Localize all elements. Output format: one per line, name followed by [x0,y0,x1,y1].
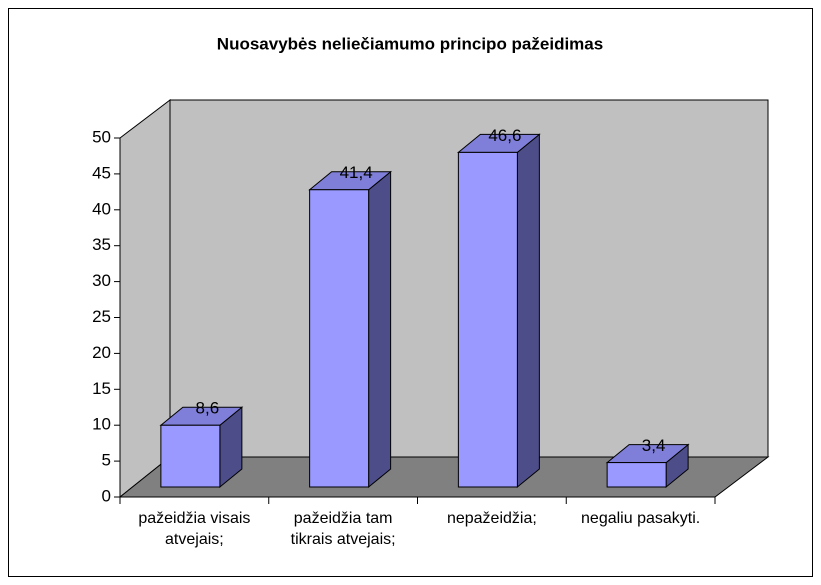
y-tick-label: 5 [102,451,111,470]
value-label: 41,4 [340,163,373,182]
y-tick-label: 20 [92,343,111,362]
bar [309,189,370,488]
y-tick-label: 15 [92,379,111,398]
value-label: 46,6 [488,126,521,145]
y-tick-label: 0 [102,486,111,505]
y-tick-label: 40 [92,199,111,218]
bar [606,462,667,488]
y-tick-label: 35 [92,235,111,254]
bar [457,151,518,488]
x-tick-label: pažeidžia visais atvejais; [138,510,251,548]
y-tick-label: 25 [92,307,111,326]
x-tick-label: nepažeidžia; [446,510,537,527]
y-tick-label: 50 [92,127,111,146]
y-tick-label: 45 [92,163,111,182]
y-tick-label: 10 [92,415,111,434]
x-tick-label: pažeidžia tam tikrais atvejais; [290,510,396,548]
chart-title: Nuosavybės neliečiamumo principo pažeidi… [217,34,603,53]
y-tick-label: 30 [92,271,111,290]
bar [160,424,221,488]
bar-side [516,133,540,489]
bar-side [368,170,392,489]
x-tick-label: negaliu pasakyti. [581,510,701,527]
value-label: 8,6 [196,399,220,418]
value-label: 3,4 [642,436,666,455]
